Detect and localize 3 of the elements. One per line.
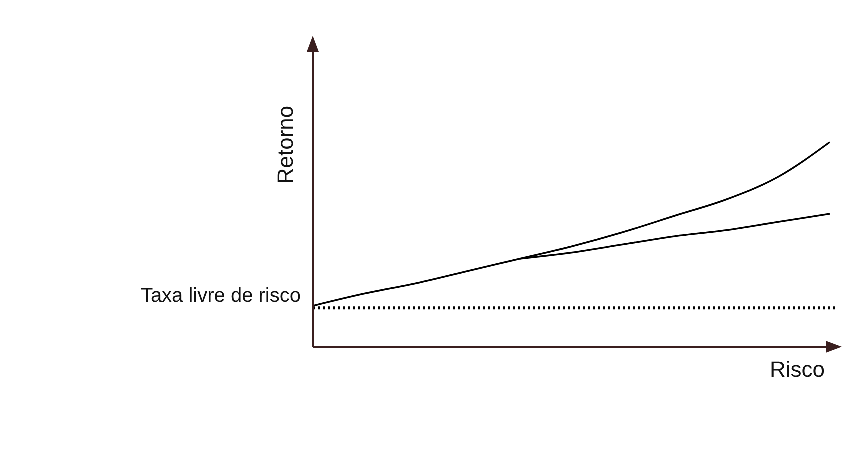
y-axis-title: Retorno	[273, 106, 298, 184]
x-axis-title: Risco	[770, 357, 825, 382]
ref-line-label: Taxa livre de risco	[140, 285, 301, 308]
